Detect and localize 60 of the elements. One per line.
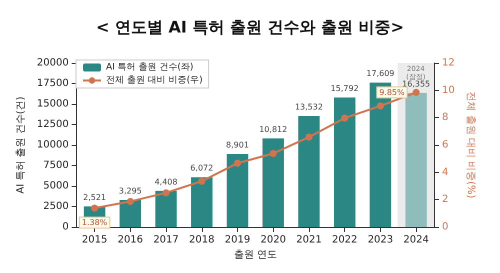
y2-tick-label: 2 bbox=[442, 194, 448, 206]
bar bbox=[120, 200, 142, 227]
point bbox=[412, 88, 420, 96]
chart-title: < 연도별 AI 특허 출원 건수와 출원 비중> bbox=[96, 18, 404, 36]
y-tick-label: 10000 bbox=[36, 140, 69, 150]
bar bbox=[226, 154, 248, 227]
data-label: 9.85% bbox=[379, 88, 406, 97]
x-tick-label: 2021 bbox=[296, 234, 322, 246]
y2-tick-label: 10 bbox=[442, 84, 455, 96]
x-tick-label: 2015 bbox=[82, 234, 108, 246]
legend-label: 전체 출원 대비 비중(우) bbox=[106, 76, 203, 86]
y2-tick-label: 0 bbox=[442, 222, 448, 232]
data-label: 13,532 bbox=[294, 102, 323, 112]
point bbox=[198, 178, 206, 185]
point bbox=[270, 150, 277, 157]
data-label: 4,408 bbox=[154, 177, 178, 186]
legend-label: AI 특허 출원 건수(좌) bbox=[106, 62, 194, 72]
point bbox=[341, 114, 348, 122]
y-tick-label: 12500 bbox=[36, 119, 69, 130]
x-tick-label: 2023 bbox=[368, 234, 394, 246]
bar bbox=[334, 98, 356, 227]
data-label: 6,072 bbox=[190, 164, 214, 173]
data-label: 2,521 bbox=[83, 192, 106, 202]
x-tick-label: 2024 bbox=[403, 234, 429, 246]
y-axis-title: AI 특허 출원 건수(건) bbox=[16, 96, 26, 194]
y-tick-label: 0 bbox=[62, 222, 69, 232]
x-tick-label: 2019 bbox=[224, 234, 250, 246]
x-axis-title: 출원 연도 bbox=[234, 249, 277, 260]
data-label: 15,792 bbox=[330, 84, 359, 94]
y2-tick-label: 4 bbox=[442, 166, 448, 178]
y-tick-label: 7500 bbox=[43, 160, 69, 171]
y2-axis-title: 전체 출원 대비 비중(%) bbox=[465, 92, 476, 199]
bar bbox=[298, 116, 320, 227]
point bbox=[305, 134, 312, 141]
point bbox=[376, 102, 384, 110]
x-tick-label: 2016 bbox=[118, 234, 144, 246]
data-label: 1.38% bbox=[82, 218, 108, 228]
y-tick-label: 20000 bbox=[36, 58, 69, 68]
bar bbox=[155, 190, 177, 227]
data-label: 10,812 bbox=[259, 124, 288, 134]
y-tick-label: 15000 bbox=[36, 98, 69, 110]
y-tick-label: 17500 bbox=[36, 78, 69, 89]
y2-tick-label: 12 bbox=[442, 58, 455, 68]
data-label: 17,609 bbox=[366, 69, 394, 78]
y-tick-label: 5000 bbox=[43, 180, 69, 192]
y2-tick-label: 6 bbox=[442, 140, 448, 150]
y2-tick-label: 8 bbox=[442, 112, 448, 124]
x-tick-label: 2022 bbox=[332, 234, 358, 246]
y-tick-label: 2500 bbox=[43, 201, 69, 212]
bar bbox=[262, 138, 284, 227]
point bbox=[126, 198, 134, 205]
data-label: 8,901 bbox=[226, 140, 249, 150]
bar bbox=[191, 177, 212, 227]
point bbox=[162, 189, 170, 196]
data-label: 3,295 bbox=[118, 186, 142, 196]
point bbox=[234, 160, 241, 167]
x-tick-label: 2020 bbox=[260, 234, 286, 246]
x-tick-label: 2017 bbox=[153, 234, 179, 246]
x-tick-label: 2018 bbox=[189, 234, 214, 246]
data-label: 16,355 bbox=[402, 79, 430, 88]
